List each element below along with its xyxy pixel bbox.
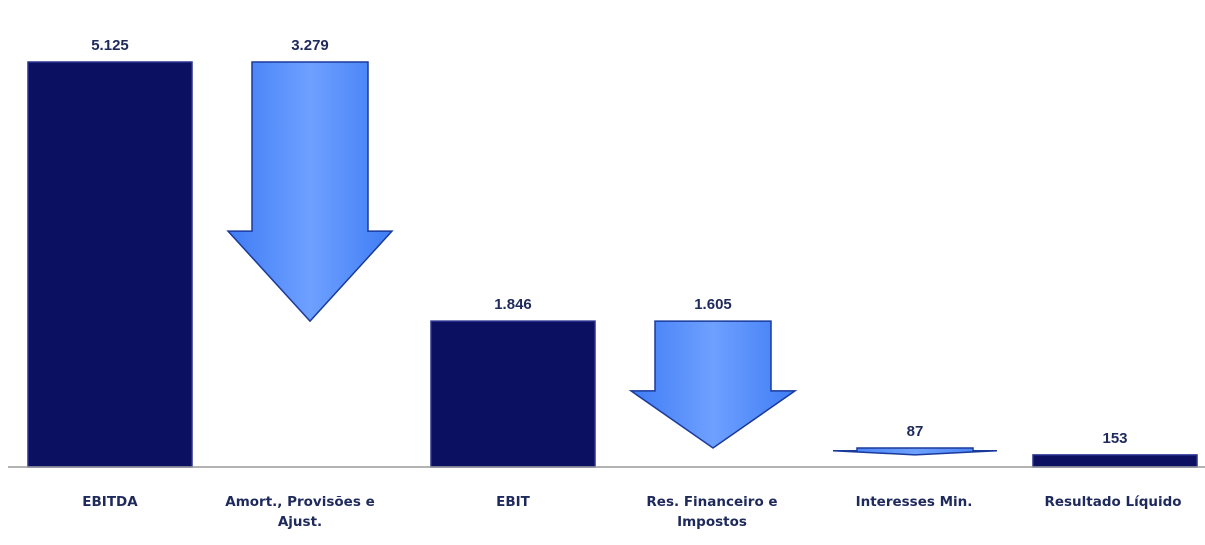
category-label-resultado-liquido: Resultado Líquido (1044, 494, 1182, 510)
value-label-resultado-liquido: 153 (1102, 430, 1127, 447)
arrow-interesses-min (832, 447, 998, 456)
arrow-res-financeiro-e-impostos (628, 320, 798, 449)
category-label-ebit: EBIT (496, 494, 530, 510)
value-label-ebitda: 5.125 (91, 37, 129, 54)
bar-resultado-liquido (1032, 454, 1198, 468)
category-label-interesses-min: Interesses Min. (855, 494, 973, 510)
bar-ebit (430, 320, 596, 468)
value-label-ebit: 1.846 (494, 296, 532, 313)
value-label-res-financeiro-e-impostos: 1.605 (694, 296, 732, 313)
arrow-amort-provisoes-e-ajust (226, 61, 394, 323)
category-label-res-financeiro: Res. Financeiro e Impostos (646, 494, 778, 530)
category-label-ebitda: EBITDA (82, 494, 138, 510)
value-label-amort-provisoes-e-ajust: 3.279 (291, 37, 329, 54)
category-label-amortizacao: Amort., Provisões e Ajust. (225, 494, 375, 530)
bar-ebitda (27, 61, 193, 468)
value-label-interesses-min: 87 (907, 423, 924, 440)
